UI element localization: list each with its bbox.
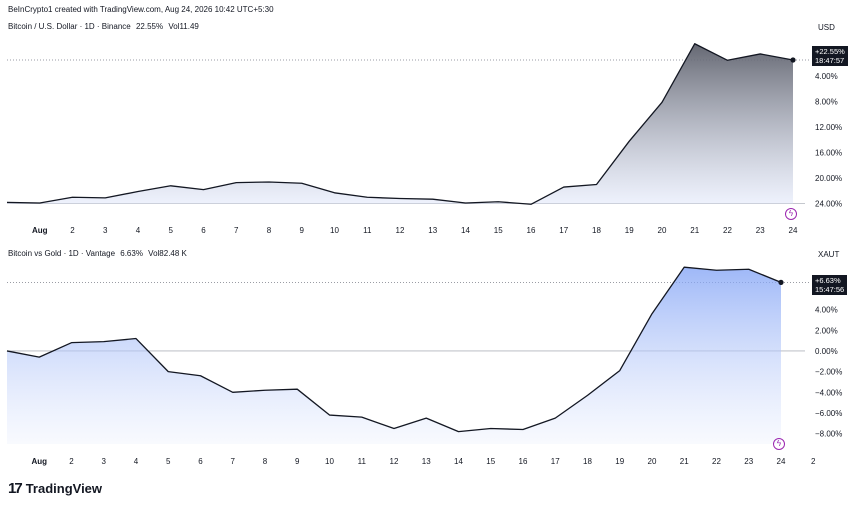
x-tick-label: 9 xyxy=(300,226,305,235)
y-tick-label: −6.00% xyxy=(815,409,842,418)
x-tick-label: 23 xyxy=(744,457,753,466)
y-tick-label: −4.00% xyxy=(815,388,842,397)
lightning-icon[interactable]: ϟ xyxy=(773,438,785,450)
panel2-price-tag: +6.63% 15:47:56 xyxy=(812,275,848,295)
panel2-price-value: +6.63% xyxy=(815,276,841,285)
x-tick-label: 6 xyxy=(198,457,203,466)
x-tick-label: 5 xyxy=(169,226,174,235)
x-tick-label: 22 xyxy=(723,226,732,235)
x-tick-label: 11 xyxy=(358,457,367,466)
x-tick-label: 19 xyxy=(625,226,634,235)
y-tick-label: 12.00% xyxy=(815,123,842,132)
x-tick-label: 15 xyxy=(486,457,495,466)
x-tick-label: 2 xyxy=(69,457,74,466)
panel2-legend: Bitcoin vs Gold · 1D · Vantage 6.63% Vol… xyxy=(8,249,190,258)
x-tick-label: 3 xyxy=(103,226,108,235)
chart-header: BeInCrypto1 created with TradingView.com… xyxy=(8,5,274,14)
y-tick-label: −8.00% xyxy=(815,430,842,439)
x-tick-label: 9 xyxy=(295,457,300,466)
x-tick-label: 3 xyxy=(102,457,107,466)
x-tick-label: 10 xyxy=(325,457,334,466)
x-tick-label: 24 xyxy=(777,457,786,466)
x-tick-label: 20 xyxy=(648,457,657,466)
panel2-volume: Vol82.48 K xyxy=(148,249,187,258)
tradingview-logo-icon: 17 xyxy=(8,480,23,497)
x-tick-label: 18 xyxy=(592,226,601,235)
panel1-volume: Vol11.49 xyxy=(168,22,199,31)
x-tick-label: 20 xyxy=(658,226,667,235)
series-area xyxy=(7,267,781,444)
x-tick-label: 16 xyxy=(527,226,536,235)
y-tick-label: 16.00% xyxy=(815,149,842,158)
x-tick-label: 2 xyxy=(811,457,816,466)
tradingview-logo-text: TradingView xyxy=(25,481,103,496)
x-tick-label: Aug xyxy=(31,457,47,466)
panel1-price-time: 18:47:57 xyxy=(815,56,845,65)
x-tick-label: 11 xyxy=(363,226,372,235)
lightning-icon[interactable]: ϟ xyxy=(785,208,797,220)
panel2-symbol[interactable]: Bitcoin vs Gold · 1D · Vantage xyxy=(8,249,116,258)
x-tick-label: 15 xyxy=(494,226,503,235)
panel2-unit-label: XAUT xyxy=(818,250,840,259)
x-tick-label: 21 xyxy=(680,457,689,466)
x-tick-label: 7 xyxy=(231,457,236,466)
panel1-symbol[interactable]: Bitcoin / U.S. Dollar · 1D · Binance xyxy=(8,22,131,31)
panel1-price-tag: +22.55% 18:47:57 xyxy=(812,46,848,66)
panel2-price-time: 15:47:56 xyxy=(815,285,845,294)
x-tick-label: 7 xyxy=(234,226,239,235)
y-tick-label: 0.00% xyxy=(815,347,838,356)
x-tick-label: 12 xyxy=(396,226,405,235)
panel1-price-value: +22.55% xyxy=(815,47,845,56)
x-tick-label: 6 xyxy=(201,226,206,235)
y-tick-label: 4.00% xyxy=(815,306,838,315)
x-tick-label: 14 xyxy=(461,226,470,235)
x-tick-label: 13 xyxy=(422,457,431,466)
last-point xyxy=(778,279,784,285)
panel1-unit-label: USD xyxy=(818,23,835,32)
x-tick-label: 22 xyxy=(712,457,721,466)
x-tick-label: Aug xyxy=(32,226,48,235)
series-area xyxy=(7,43,793,205)
y-tick-label: 24.00% xyxy=(815,200,842,209)
x-tick-label: 8 xyxy=(263,457,268,466)
x-tick-label: 23 xyxy=(756,226,765,235)
x-tick-label: 13 xyxy=(428,226,437,235)
y-tick-label: 20.00% xyxy=(815,174,842,183)
x-tick-label: 17 xyxy=(559,226,568,235)
x-tick-label: 12 xyxy=(390,457,399,466)
x-tick-label: 4 xyxy=(136,226,141,235)
panel1-change: 22.55% xyxy=(135,22,164,31)
x-tick-label: 18 xyxy=(583,457,592,466)
panel1-legend: Bitcoin / U.S. Dollar · 1D · Binance 22.… xyxy=(8,22,202,31)
x-tick-label: 16 xyxy=(519,457,528,466)
panel2-change: 6.63% xyxy=(120,249,143,258)
y-tick-label: 8.00% xyxy=(815,98,838,107)
x-tick-label: 24 xyxy=(789,226,798,235)
x-tick-label: 10 xyxy=(330,226,339,235)
tradingview-logo[interactable]: 17 TradingView xyxy=(8,480,102,497)
x-tick-label: 14 xyxy=(454,457,463,466)
x-tick-label: 4 xyxy=(134,457,139,466)
x-tick-label: 17 xyxy=(551,457,560,466)
y-tick-label: −2.00% xyxy=(815,368,842,377)
x-tick-label: 19 xyxy=(615,457,624,466)
x-tick-label: 5 xyxy=(166,457,171,466)
x-tick-label: 8 xyxy=(267,226,272,235)
x-tick-label: 2 xyxy=(70,226,75,235)
y-tick-label: 2.00% xyxy=(815,326,838,335)
last-point xyxy=(790,57,796,63)
y-tick-label: 4.00% xyxy=(815,72,838,81)
x-tick-label: 21 xyxy=(690,226,699,235)
